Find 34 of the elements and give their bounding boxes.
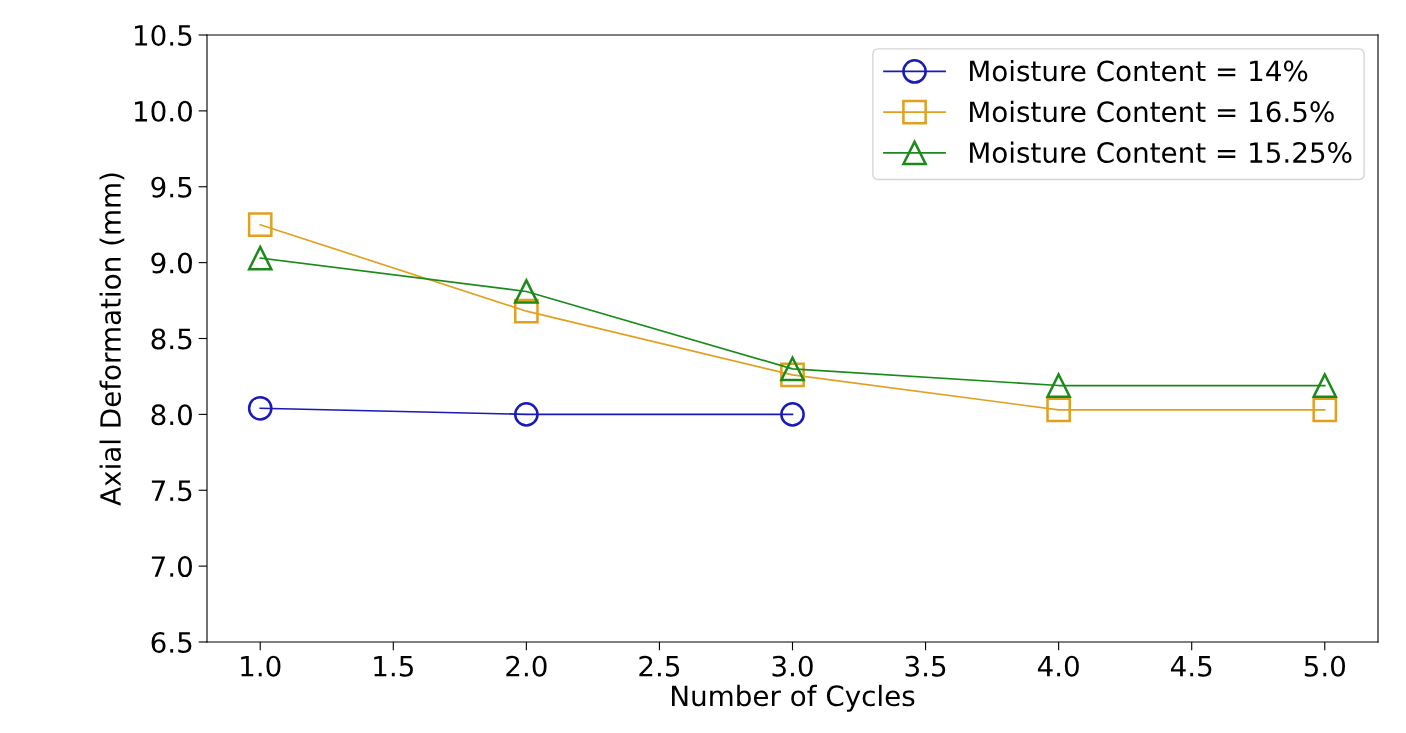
y-tick-label: 10.5 [135, 24, 192, 46]
x-tick-label: 4.0 [1037, 655, 1079, 677]
y-tick-label: 8.5 [151, 328, 192, 350]
point [1312, 397, 1338, 423]
x-tick-label: 5.0 [1304, 655, 1346, 677]
point [247, 395, 273, 421]
point [1046, 397, 1071, 423]
y-tick-label: 9.5 [151, 176, 192, 198]
y-tick-label: 9.0 [151, 252, 192, 274]
point [514, 279, 539, 304]
y-tick-label: 7.0 [151, 556, 192, 578]
point [1046, 373, 1071, 398]
y-tick-label: 7.5 [151, 480, 192, 502]
x-tick-label: 4.5 [1170, 656, 1212, 677]
legend-label: Moisture Content = 15.25% [970, 141, 1352, 164]
point [780, 402, 805, 427]
y-tick-label: 8.0 [151, 404, 192, 426]
x-tick-label: 3.5 [905, 655, 946, 677]
y-tick-label: 6.5 [151, 631, 192, 653]
x-tick-label: 1.5 [374, 656, 413, 677]
point [1312, 373, 1338, 398]
point [247, 245, 273, 271]
x-tick-label: 1.0 [241, 655, 281, 677]
point [514, 402, 539, 427]
x-tick-label: 2.5 [639, 655, 680, 677]
point [780, 356, 805, 382]
legend-label: Moisture Content = 16.5% [970, 100, 1334, 123]
legend-label: Moisture Content = 14% [970, 60, 1308, 82]
x-axis-title: Number of Cycles [672, 684, 915, 712]
x-tick-label: 3.0 [772, 655, 813, 677]
y-axis-title: Axial Deformation (mm) [99, 173, 125, 506]
point [247, 212, 273, 238]
x-tick-label: 2.0 [506, 655, 547, 677]
y-tick-label: 10.0 [135, 100, 192, 122]
